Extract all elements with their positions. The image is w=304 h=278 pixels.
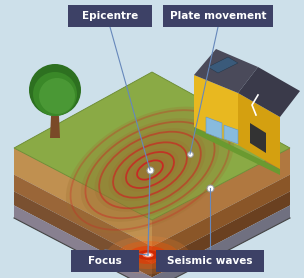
- Ellipse shape: [145, 254, 151, 257]
- Circle shape: [39, 78, 75, 114]
- Circle shape: [29, 64, 81, 116]
- Polygon shape: [152, 191, 290, 277]
- Polygon shape: [152, 148, 290, 247]
- Polygon shape: [224, 125, 238, 144]
- Ellipse shape: [106, 236, 190, 274]
- Polygon shape: [14, 191, 152, 277]
- Polygon shape: [238, 93, 280, 169]
- Polygon shape: [14, 72, 290, 220]
- FancyBboxPatch shape: [68, 5, 152, 27]
- Polygon shape: [14, 148, 152, 247]
- Polygon shape: [14, 175, 152, 263]
- Ellipse shape: [109, 139, 192, 201]
- FancyBboxPatch shape: [156, 250, 264, 272]
- Text: Seismic waves: Seismic waves: [167, 256, 253, 266]
- Polygon shape: [250, 123, 266, 153]
- Ellipse shape: [95, 128, 206, 212]
- Polygon shape: [152, 175, 290, 263]
- Polygon shape: [152, 205, 290, 278]
- Polygon shape: [194, 49, 258, 93]
- Ellipse shape: [66, 107, 234, 233]
- Polygon shape: [238, 67, 300, 117]
- Ellipse shape: [121, 148, 179, 192]
- Ellipse shape: [128, 246, 168, 264]
- Ellipse shape: [81, 118, 219, 222]
- FancyBboxPatch shape: [163, 5, 273, 27]
- Polygon shape: [206, 117, 222, 139]
- Ellipse shape: [133, 157, 168, 183]
- FancyBboxPatch shape: [71, 250, 139, 272]
- Polygon shape: [208, 57, 238, 73]
- Circle shape: [33, 72, 77, 116]
- Ellipse shape: [117, 241, 179, 269]
- Polygon shape: [194, 127, 280, 175]
- Polygon shape: [14, 205, 152, 278]
- Text: Plate movement: Plate movement: [170, 11, 266, 21]
- Polygon shape: [194, 75, 238, 145]
- Text: Focus: Focus: [88, 256, 122, 266]
- Ellipse shape: [143, 252, 154, 257]
- Ellipse shape: [137, 250, 159, 260]
- Polygon shape: [50, 116, 60, 138]
- Text: Epicentre: Epicentre: [82, 11, 138, 21]
